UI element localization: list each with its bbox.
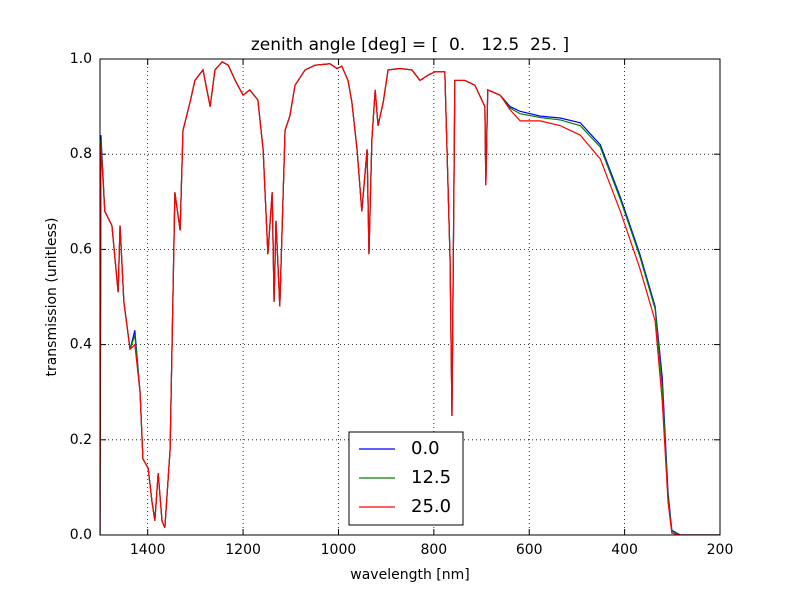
x-tick-label: 1400 [130,542,166,558]
y-tick-label: 0.0 [70,527,92,543]
y-tick-label: 0.8 [70,146,92,162]
y-tick-label: 1.0 [70,51,92,67]
plot-frame [99,58,721,536]
x-tick-label: 1200 [225,542,261,558]
x-tick-label: 800 [420,542,447,558]
x-tick-label: 1000 [321,542,357,558]
x-tick-label: 400 [611,542,638,558]
legend-label: 0.0 [411,438,440,459]
y-tick-label: 0.4 [70,337,92,353]
x-tick-label: 200 [707,542,734,558]
y-tick-label: 0.2 [70,432,92,448]
legend-label: 12.5 [411,467,451,488]
y-axis-label: transmission (unitless) [44,217,60,376]
y-tick-label: 0.6 [70,241,92,257]
legend-label: 25.0 [411,496,451,517]
x-axis-label: wavelength [nm] [350,567,469,583]
chart-title: zenith angle [deg] = [ 0. 12.5 25. ] [251,35,569,55]
x-tick-label: 600 [516,542,543,558]
line-series [100,61,720,535]
legend-box [348,431,464,526]
